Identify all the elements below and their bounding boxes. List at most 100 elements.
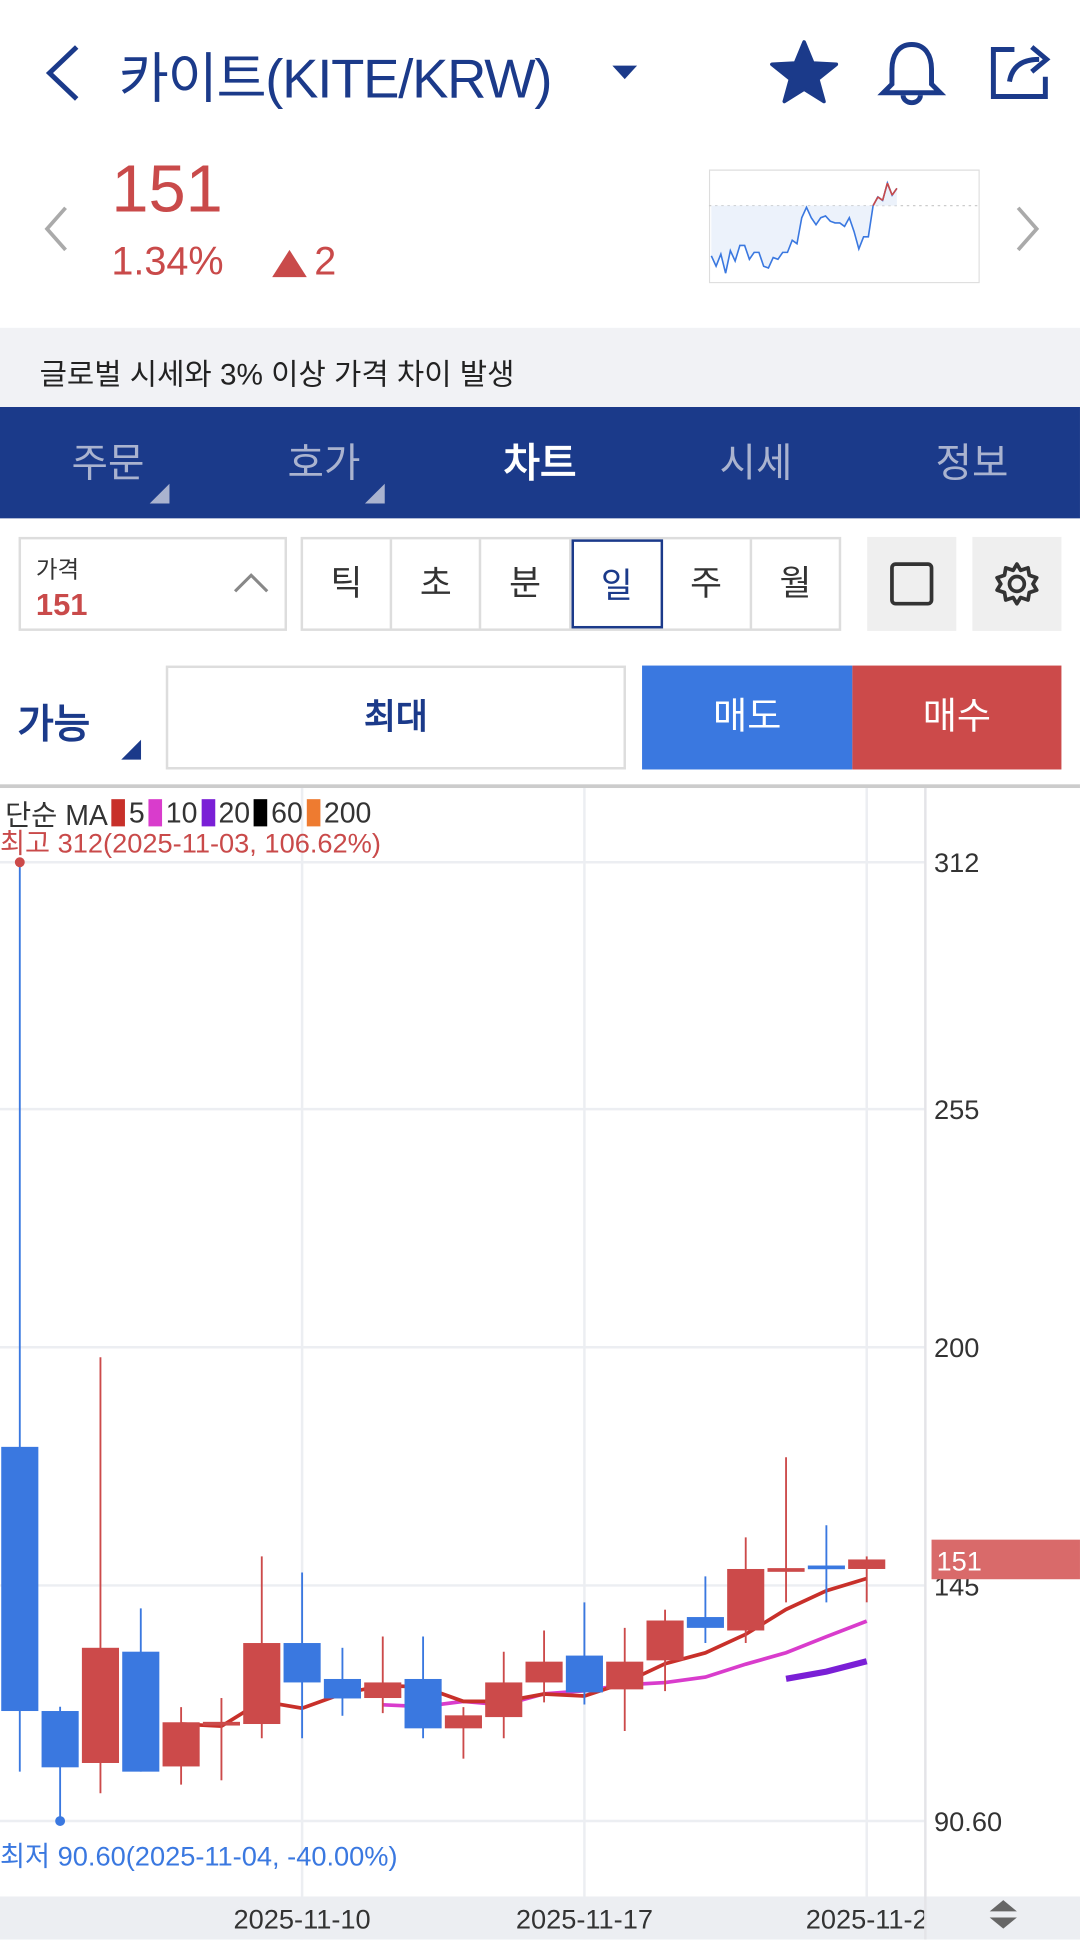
candle	[525, 1630, 563, 1703]
period-selector: 틱 초 분 일 주 월	[300, 536, 842, 631]
next-chevron-icon[interactable]	[1014, 205, 1041, 252]
candle-body	[283, 1643, 321, 1683]
period-month[interactable]: 월	[779, 564, 812, 603]
candle	[162, 1707, 200, 1785]
tab-quotes[interactable]: 시세	[648, 407, 864, 518]
prev-chevron-icon[interactable]	[42, 205, 69, 252]
candle	[41, 1706, 79, 1822]
period-minute[interactable]: 분	[482, 539, 571, 629]
y-tick-label: 90.60	[934, 1806, 1002, 1837]
candle	[565, 1602, 603, 1705]
candle-body	[606, 1661, 644, 1690]
page-title[interactable]: 카이트(KITE/KRW)	[118, 49, 553, 111]
candle-body	[646, 1620, 684, 1661]
scroll-up-icon	[989, 1900, 1017, 1912]
scroll-down-icon	[989, 1917, 1017, 1929]
period-week[interactable]: 주	[663, 539, 752, 629]
candle	[202, 1698, 240, 1781]
tab-bar: 주문 호가 차트 시세 정보	[0, 407, 1080, 519]
candle	[404, 1636, 442, 1739]
candle-body	[807, 1565, 845, 1570]
period-second[interactable]: 초	[392, 539, 482, 629]
share-icon[interactable]	[987, 40, 1054, 102]
candle	[686, 1576, 724, 1644]
ma-legend: 단순 MA 5 10 20 60 200	[5, 792, 371, 834]
high-label: 최고 312(2025-11-03, 106.62%)	[0, 827, 381, 859]
low-label: 최저 90.60(2025-11-04, -40.00%)	[0, 1840, 398, 1872]
up-triangle-icon	[272, 249, 307, 278]
y-tick-label: 200	[934, 1332, 979, 1363]
chevron-up-icon	[233, 573, 269, 593]
price-selector-label: 가격	[35, 557, 80, 584]
legend-ma10: 10	[165, 796, 198, 829]
buy-button[interactable]: 매수	[852, 665, 1062, 770]
legend-ma60: 60	[271, 796, 303, 829]
sparkline-up-segment	[872, 196, 879, 206]
current-price-tag-label: 151	[936, 1546, 981, 1577]
sell-button[interactable]: 매도	[642, 665, 853, 770]
ma20-line	[785, 1658, 868, 1682]
price-selector[interactable]: 가격 151	[18, 536, 288, 631]
back-chevron-icon[interactable]	[42, 42, 84, 104]
candle-body	[485, 1682, 523, 1718]
submenu-indicator-icon	[365, 483, 385, 504]
candle	[444, 1707, 482, 1759]
period-tick[interactable]: 틱	[303, 539, 393, 629]
current-price: 151	[111, 152, 223, 227]
tab-label: 주문	[71, 440, 145, 485]
period-day[interactable]: 일	[570, 539, 663, 629]
price-gap-notice: 글로벌 시세와 3% 이상 가격 차이 발생	[0, 327, 1080, 408]
candle	[646, 1609, 684, 1692]
y-tick-label: 312	[934, 847, 979, 878]
candle	[767, 1457, 805, 1603]
settings-button[interactable]	[972, 536, 1062, 631]
candle	[283, 1572, 321, 1739]
bell-icon[interactable]	[876, 37, 948, 106]
price-selector-value: 151	[35, 587, 88, 623]
fullscreen-button[interactable]	[867, 536, 957, 631]
dropdown-caret-icon[interactable]	[611, 64, 638, 81]
date-axis-band	[0, 1896, 1080, 1940]
divider	[0, 784, 1080, 789]
candle	[1, 862, 39, 1772]
legend-swatch	[148, 799, 163, 827]
tab-info[interactable]: 정보	[864, 407, 1080, 518]
candle-body	[444, 1715, 482, 1729]
available-dropdown[interactable]: 가능	[17, 701, 91, 746]
candle-body	[1, 1446, 39, 1712]
sparkline-up-segment	[877, 196, 884, 202]
tab-order[interactable]: 주문	[0, 407, 216, 518]
candle	[122, 1608, 160, 1772]
tab-chart[interactable]: 차트	[432, 407, 648, 518]
tab-orderbook[interactable]: 호가	[216, 407, 432, 518]
candle-body	[122, 1651, 160, 1772]
candle	[727, 1537, 765, 1644]
candle	[323, 1647, 361, 1716]
x-tick-label: 2025-11-10	[234, 1904, 371, 1935]
sparkline-up-segment	[886, 182, 893, 196]
candle	[81, 1357, 120, 1794]
candle-body	[243, 1643, 281, 1725]
legend-swatch	[201, 799, 215, 827]
high-marker	[14, 857, 25, 868]
candle	[243, 1556, 281, 1739]
max-button[interactable]: 최대	[165, 665, 626, 770]
change-percent: 1.34%	[111, 238, 224, 284]
legend-swatch	[253, 799, 268, 827]
sparkline-chart[interactable]	[708, 169, 980, 284]
legend-swatch	[111, 799, 126, 827]
candle	[364, 1636, 402, 1714]
candle-body	[686, 1617, 724, 1628]
candle-body	[81, 1647, 120, 1763]
candle	[807, 1525, 845, 1603]
legend-ma5: 5	[128, 796, 145, 829]
star-icon[interactable]	[769, 40, 839, 104]
legend-swatch	[306, 799, 321, 827]
x-tick-label: 2025-11-2	[806, 1904, 928, 1935]
candle-body	[202, 1721, 240, 1726]
candle	[485, 1651, 523, 1739]
candle-body	[727, 1568, 765, 1631]
candle-body	[162, 1722, 200, 1767]
